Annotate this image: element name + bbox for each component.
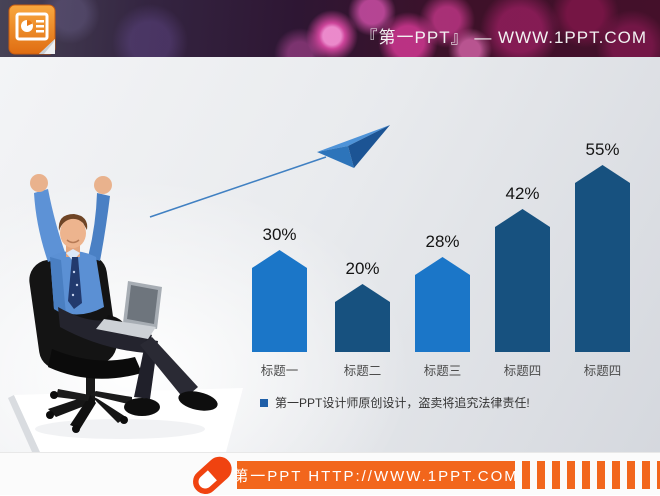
bar-value-label: 28% [425, 232, 460, 251]
disclaimer-text: 第一PPT设计师原创设计，盗卖将追究法律责任! [275, 396, 530, 410]
site-footer: 第一PPT HTTP://WWW.1PPT.COM [0, 452, 660, 495]
blue-square-bullet [260, 398, 268, 407]
bar-value-label: 30% [262, 225, 297, 244]
paper-plane-icon [149, 125, 390, 218]
bar-category-label: 标题一 [260, 364, 299, 378]
laptop [96, 281, 162, 339]
bar-value-label: 42% [505, 184, 540, 203]
footer-url-link[interactable]: 第一PPT HTTP://WWW.1PPT.COM [233, 461, 517, 489]
bar-1 [252, 250, 307, 352]
bar-chart: 30% 标题一 20% 标题二 28% 标题三 42% 标题四 55% 标题四 [0, 57, 660, 452]
chair-post [86, 357, 95, 402]
capsule-link-icon [193, 456, 232, 494]
bar-3 [415, 257, 470, 352]
powerpoint-icon [8, 4, 56, 55]
barcode-decoration [522, 461, 660, 489]
bar-value-label: 20% [345, 259, 380, 278]
bar-5 [575, 165, 630, 352]
bar-category-label: 标题三 [423, 364, 462, 378]
businessman-photo [8, 174, 243, 452]
bar-value-label: 55% [585, 140, 620, 159]
slide-preview: 30% 标题一 20% 标题二 28% 标题三 42% 标题四 55% 标题四 第一PPT设计师原… [0, 57, 660, 452]
header-brand-link[interactable]: 『第一PPT』 — WWW.1PPT.COM [360, 28, 647, 47]
bar-category-label: 标题二 [343, 364, 382, 378]
bar-category-label: 标题四 [503, 364, 542, 378]
bar-4 [495, 209, 550, 352]
disclaimer: 第一PPT设计师原创设计，盗卖将追究法律责任! [260, 394, 530, 411]
bar-2 [335, 284, 390, 352]
site-header: 『第一PPT』 — WWW.1PPT.COM [0, 0, 660, 58]
bar-category-label: 标题四 [583, 364, 622, 378]
